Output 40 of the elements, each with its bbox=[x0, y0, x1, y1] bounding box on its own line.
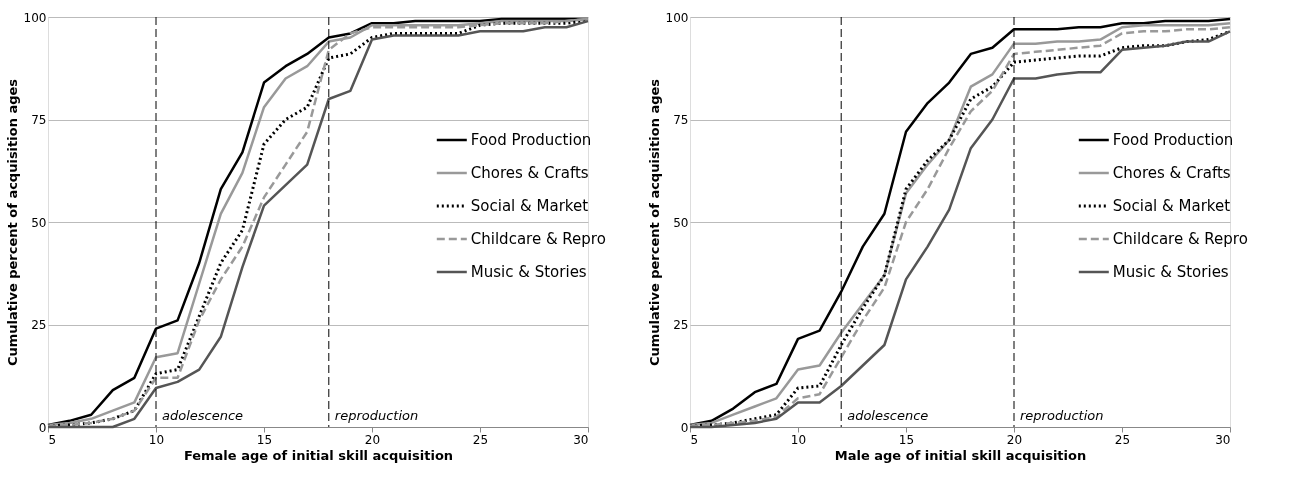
x-tick-label: 10 bbox=[790, 432, 807, 447]
legend-label: Social & Market bbox=[1112, 197, 1231, 215]
y-tick-label: 100 bbox=[23, 10, 47, 25]
y-tick-label: 50 bbox=[31, 215, 47, 230]
ref-line-label: adolescence bbox=[162, 408, 244, 423]
x-tick-label: 20 bbox=[1006, 432, 1023, 447]
legend-label: Childcare & Repro bbox=[1112, 230, 1248, 248]
x-tick-label: 30 bbox=[573, 432, 589, 447]
x-axis-title: Female age of initial skill acquisition bbox=[183, 447, 454, 463]
legend-label: Childcare & Repro bbox=[470, 230, 606, 248]
y-tick-label: 75 bbox=[673, 113, 689, 127]
x-tick-label: 10 bbox=[148, 432, 165, 447]
x-tick-label: 20 bbox=[364, 432, 381, 447]
ref-line-label: reproduction bbox=[334, 408, 419, 423]
legend-label: Chores & Crafts bbox=[470, 164, 589, 182]
x-tick-label: 5 bbox=[690, 432, 699, 447]
y-tick-label: 25 bbox=[673, 318, 689, 332]
x-tick-label: 25 bbox=[1114, 432, 1131, 447]
legend-label: Chores & Crafts bbox=[1112, 164, 1231, 182]
x-tick-label: 25 bbox=[472, 432, 489, 447]
legend-label: Music & Stories bbox=[1112, 263, 1229, 281]
y-tick-label: 0 bbox=[38, 420, 47, 435]
ref-line-label: adolescence bbox=[847, 408, 929, 423]
y-tick-label: 0 bbox=[680, 420, 689, 435]
y-axis-title: Cumulative percent of acquisition ages bbox=[646, 78, 662, 367]
legend-label: Social & Market bbox=[470, 197, 589, 215]
ref-line-label: reproduction bbox=[1020, 408, 1104, 423]
x-tick-label: 15 bbox=[898, 432, 915, 447]
y-tick-label: 100 bbox=[665, 10, 689, 25]
legend-label: Music & Stories bbox=[470, 263, 587, 281]
y-axis-title: Cumulative percent of acquisition ages bbox=[4, 78, 20, 367]
x-tick-label: 30 bbox=[1215, 432, 1231, 447]
legend-label: Food Production bbox=[1112, 131, 1234, 149]
y-tick-label: 50 bbox=[673, 215, 689, 230]
legend-label: Food Production bbox=[470, 131, 592, 149]
y-tick-label: 25 bbox=[31, 318, 47, 332]
x-tick-label: 15 bbox=[256, 432, 273, 447]
x-axis-title: Male age of initial skill acquisition bbox=[834, 447, 1087, 463]
y-tick-label: 75 bbox=[31, 113, 47, 127]
x-tick-label: 5 bbox=[48, 432, 57, 447]
